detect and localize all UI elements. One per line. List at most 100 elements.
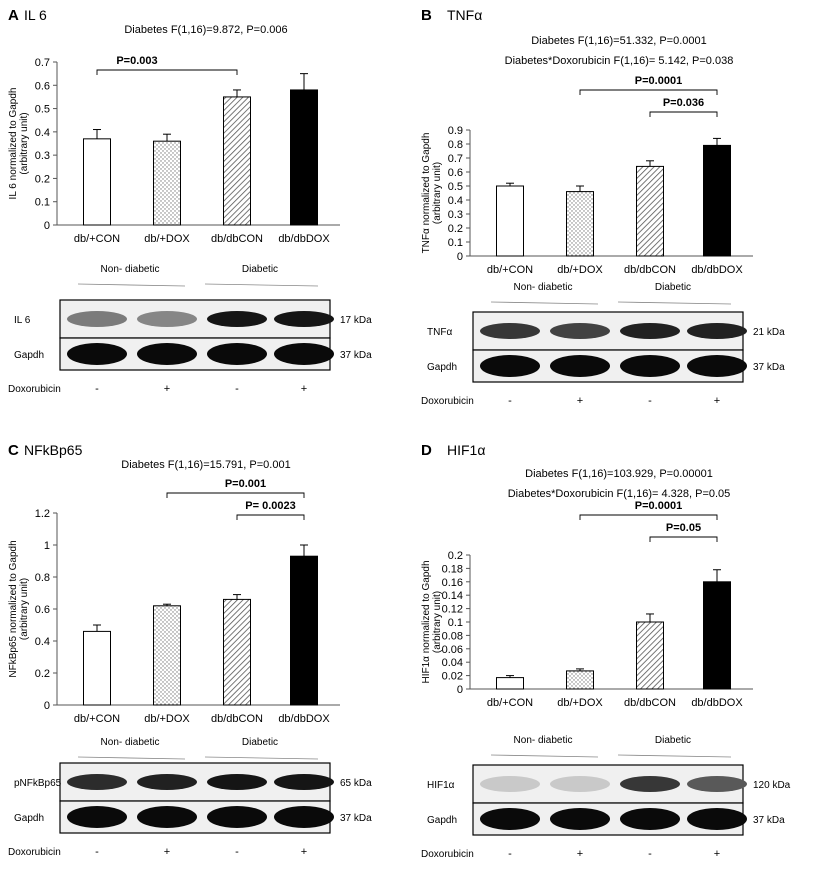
group-line xyxy=(204,756,319,760)
significance-bracket xyxy=(579,89,718,95)
y-tick-label: 0.16 xyxy=(442,577,463,589)
y-axis-label: IL 6 normalized to Gapdh(arbitrary unit) xyxy=(8,88,30,200)
stats-line: Diabetes F(1,16)=15.791, P=0.001 xyxy=(121,459,290,471)
blot-band xyxy=(67,774,127,790)
treatment-sign: - xyxy=(508,395,512,407)
blot-band xyxy=(207,311,267,327)
x-tick-label: db/+DOX xyxy=(557,697,603,709)
p-value-label: P= 0.0023 xyxy=(245,500,295,512)
panel-title: IL 6 xyxy=(24,7,47,23)
y-tick-label: 0.2 xyxy=(35,173,50,185)
group-label: Diabetic xyxy=(655,735,691,746)
y-tick-label: 0 xyxy=(44,700,50,712)
blot-band xyxy=(550,323,610,339)
blot-band xyxy=(137,311,197,327)
group-label: Non- diabetic xyxy=(514,735,573,746)
blot-kda-label: 37 kDa xyxy=(753,362,785,373)
bar xyxy=(703,144,731,257)
stats-line: Diabetes*Doxorubicin F(1,16)= 5.142, P=0… xyxy=(505,55,734,67)
panel-a: A IL 6 Diabetes F(1,16)=9.872, P=0.006 0 0.1… xyxy=(0,0,412,435)
group-line xyxy=(204,283,319,287)
blot-band xyxy=(207,806,267,828)
blot-row-label: Gapdh xyxy=(14,350,44,361)
stats-line: Diabetes F(1,16)=9.872, P=0.006 xyxy=(124,24,287,36)
panel-letter: A xyxy=(8,7,19,24)
significance-bracket xyxy=(166,492,305,498)
y-tick-label: 0.04 xyxy=(442,657,463,669)
treatment-sign: + xyxy=(577,395,583,407)
y-tick-label: 1 xyxy=(44,540,50,552)
group-label: Diabetic xyxy=(242,264,278,275)
blot-band xyxy=(274,806,334,828)
significance-bracket xyxy=(579,514,718,520)
group-line xyxy=(77,756,186,760)
x-tick-label: db/dbDOX xyxy=(691,264,743,276)
group-label: Diabetic xyxy=(242,737,278,748)
bar xyxy=(636,165,664,257)
blot-band xyxy=(687,323,747,339)
x-tick-label: db/dbCON xyxy=(624,264,676,276)
stats-line: Diabetes F(1,16)=51.332, P=0.0001 xyxy=(531,35,707,47)
panel-c: C NFkBp65 Diabetes F(1,16)=15.791, P=0.001… xyxy=(0,435,412,870)
x-tick-label: db/dbCON xyxy=(624,697,676,709)
bar xyxy=(566,191,594,257)
panel-letter: D xyxy=(421,442,432,459)
treatment-label: Doxorubicin xyxy=(8,384,61,395)
blot-band xyxy=(480,808,540,830)
stats-line: Diabetes F(1,16)=103.929, P=0.00001 xyxy=(525,468,713,480)
y-tick-label: 0.08 xyxy=(442,630,463,642)
blot-band xyxy=(480,323,540,339)
x-tick-label: db/dbCON xyxy=(211,713,263,725)
blot-band xyxy=(550,355,610,377)
y-tick-label: 0.6 xyxy=(35,604,50,616)
bar xyxy=(636,621,664,690)
treatment-sign: - xyxy=(95,383,99,395)
blot-band xyxy=(207,343,267,365)
panel-title: TNFα xyxy=(447,7,482,23)
y-axis-label: HIF1α normalized to Gapdh(arbitrary unit… xyxy=(421,560,443,683)
panel-title: NFkBp65 xyxy=(24,442,83,458)
y-tick-label: 0.4 xyxy=(448,195,463,207)
panel-letter: C xyxy=(8,442,19,459)
treatment-sign: - xyxy=(648,848,652,860)
y-tick-label: 0.8 xyxy=(448,139,463,151)
treatment-sign: + xyxy=(164,383,170,395)
x-tick-label: db/+CON xyxy=(74,713,120,725)
blot-band xyxy=(274,343,334,365)
blot-band xyxy=(687,355,747,377)
blot-band xyxy=(274,311,334,327)
x-tick-label: db/dbDOX xyxy=(278,233,330,245)
p-value-label: P=0.0001 xyxy=(635,500,682,512)
blot-band xyxy=(137,343,197,365)
y-tick-label: 0.7 xyxy=(35,57,50,69)
treatment-sign: - xyxy=(648,395,652,407)
y-tick-label: 0.6 xyxy=(35,80,50,92)
blot-band xyxy=(687,808,747,830)
bar xyxy=(83,138,111,226)
blot-band xyxy=(620,776,680,792)
y-tick-label: 0.2 xyxy=(35,668,50,680)
bar xyxy=(290,89,318,226)
blot-band xyxy=(620,355,680,377)
blot-band xyxy=(620,323,680,339)
bar xyxy=(223,598,251,706)
blot-band xyxy=(480,776,540,792)
x-tick-label: db/+DOX xyxy=(144,233,190,245)
x-tick-label: db/+DOX xyxy=(144,713,190,725)
treatment-sign: - xyxy=(235,383,239,395)
blot-band xyxy=(550,808,610,830)
blot-row-label: Gapdh xyxy=(14,813,44,824)
significance-bracket xyxy=(236,514,305,520)
bar xyxy=(83,630,111,706)
x-tick-label: db/+CON xyxy=(487,264,533,276)
blot-row-label: Gapdh xyxy=(427,362,457,373)
blot-kda-label: 37 kDa xyxy=(340,813,372,824)
y-tick-label: 0.5 xyxy=(448,181,463,193)
blot-kda-label: 65 kDa xyxy=(340,778,372,789)
panel-d: D HIF1α Diabetes F(1,16)=103.929, P=0.0000… xyxy=(413,435,825,870)
bar xyxy=(290,555,318,706)
panel-title: HIF1α xyxy=(447,442,485,458)
y-tick-label: 0.6 xyxy=(448,167,463,179)
y-tick-label: 0 xyxy=(457,251,463,263)
blot-band xyxy=(480,355,540,377)
